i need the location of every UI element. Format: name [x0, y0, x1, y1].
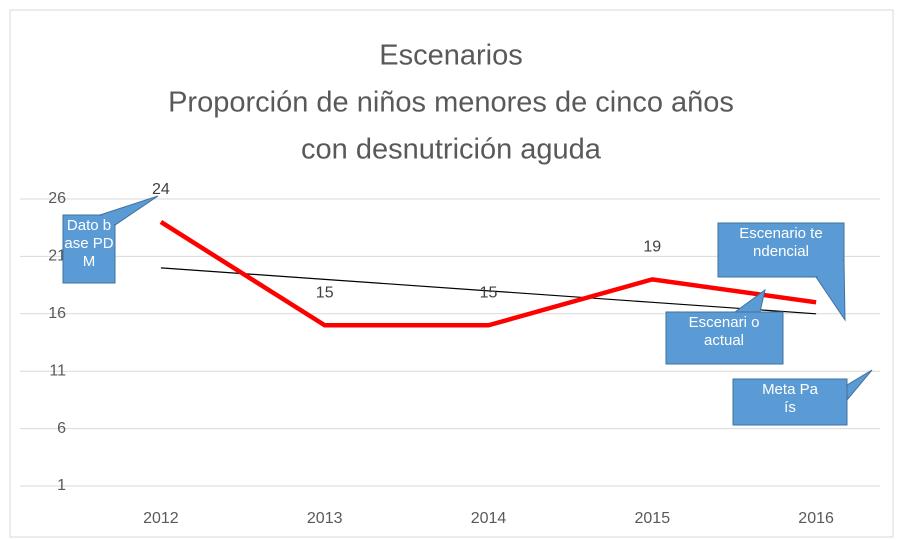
line [159, 220, 817, 328]
callout-text: Escenario tendencial [739, 225, 823, 260]
data-label: 15 [480, 284, 498, 301]
callout-cover [64, 216, 114, 282]
data-label: 19 [643, 239, 661, 256]
callout-cover [734, 380, 846, 424]
y-tick-label: 11 [49, 362, 66, 379]
data-label: 15 [316, 284, 334, 301]
y-tick-label: 26 [48, 190, 66, 207]
y-tick-label: 6 [57, 420, 66, 437]
x-tick-label: 2015 [635, 510, 671, 527]
line [160, 267, 817, 315]
callout-cover [719, 224, 843, 276]
callout-pointer [733, 288, 766, 313]
chart-title: Escenarios [379, 40, 522, 72]
y-tick-label: 21 [48, 248, 66, 265]
x-tick-label: 2016 [798, 510, 834, 527]
x-tick-label: 2014 [471, 510, 507, 527]
chart-title: con desnutrición aguda [301, 134, 602, 166]
callout-text: Meta País [762, 381, 818, 416]
callout-cover [667, 313, 782, 363]
callout-text: Dato base PDM [64, 217, 114, 270]
callout-pointer [846, 369, 873, 402]
callout-text: Escenari o actual [688, 314, 760, 349]
x-tick-label: 2013 [307, 510, 343, 527]
x-tick-label: 2012 [143, 510, 179, 527]
y-tick-label: 16 [48, 305, 66, 322]
chart-title: Proporción de niños menores de cinco año… [168, 87, 734, 119]
data-label: 24 [152, 181, 170, 198]
y-tick-label: 1 [57, 477, 66, 494]
